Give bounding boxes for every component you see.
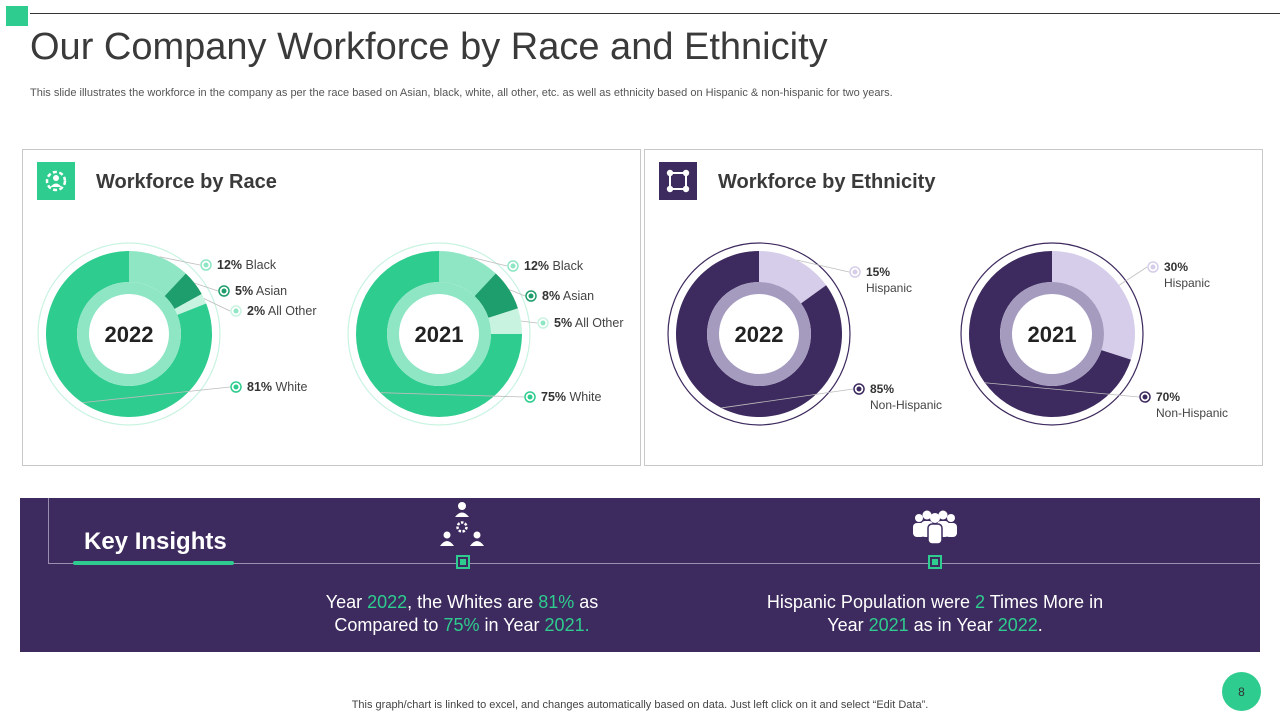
header-rule (30, 13, 1280, 14)
ethnicity-panel: Workforce by Ethnicity (644, 149, 1263, 466)
insight-1-highlight: 2022 (367, 592, 408, 612)
page-title: Our Company Workforce by Race and Ethnic… (30, 26, 828, 68)
ethnicity-panel-title: Workforce by Ethnicity (718, 171, 936, 193)
insight-2-part: . (1037, 615, 1043, 635)
insight-2-text: Hispanic Population were 2 Times More in… (725, 591, 1145, 637)
team-hierarchy-icon (440, 502, 484, 546)
insight-1-marker (456, 555, 470, 569)
page-subtitle: This slide illustrates the workforce in … (30, 87, 893, 99)
insight-2-highlight: 2022 (997, 615, 1038, 635)
insight-1-part: Year (325, 592, 368, 612)
insight-2-part: Hispanic Population were (766, 592, 976, 612)
team-gear-icon (37, 162, 75, 200)
key-insights-underline (73, 561, 234, 565)
insight-2-part: as in Year (908, 615, 998, 635)
insight-1-part: , the Whites are (407, 592, 539, 612)
key-insights-title: Key Insights (84, 528, 227, 555)
insights-vertical-rule (48, 498, 49, 564)
insight-1-text: Year 2022, the Whites are 81% as Compare… (252, 591, 672, 637)
insight-2-part: Times More in (985, 592, 1104, 612)
group-frame-icon (659, 162, 697, 200)
accent-square (6, 6, 28, 26)
insight-2-part: Year (827, 615, 869, 635)
insights-horizontal-rule (48, 563, 1260, 564)
insight-2-marker (928, 555, 942, 569)
footer-note: This graph/chart is linked to excel, and… (351, 699, 929, 711)
page-number-badge: 8 (1222, 672, 1261, 711)
crowd-icon (913, 510, 957, 545)
insight-2-highlight: 2 (975, 592, 986, 612)
insight-1-highlight: 81% (538, 592, 575, 612)
insight-2-highlight: 2021 (868, 615, 909, 635)
insight-1-highlight: 2021. (544, 615, 590, 635)
race-panel: Workforce by Race (22, 149, 641, 466)
insight-1-highlight: 75% (443, 615, 480, 635)
insight-1-part: Compared to (334, 615, 444, 635)
insight-1-part: in Year (479, 615, 545, 635)
key-insights-banner: Key Insights Year 2022, the Whites are 8… (20, 498, 1260, 652)
race-panel-title: Workforce by Race (96, 171, 277, 193)
insight-1-part: as (574, 592, 599, 612)
